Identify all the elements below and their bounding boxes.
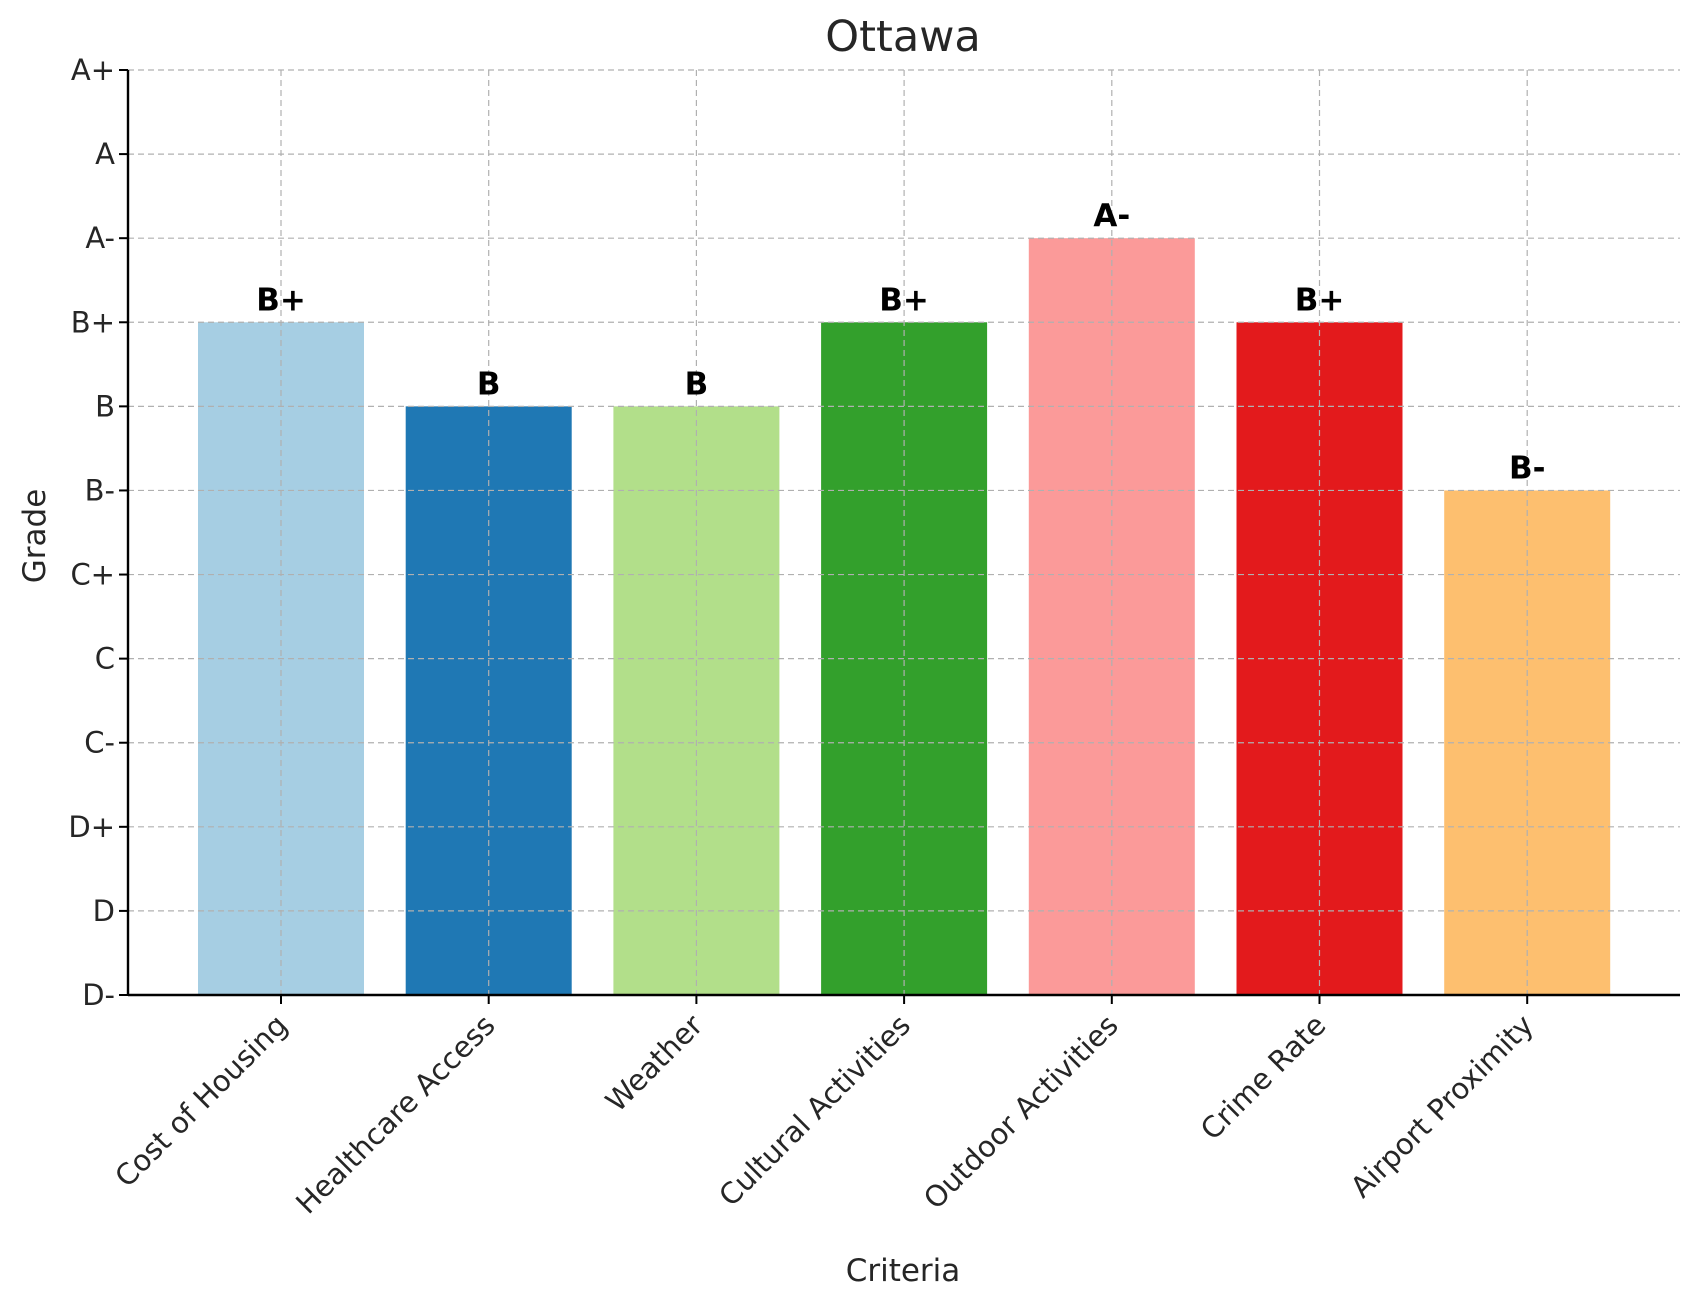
y-tick-label: A+ [71, 53, 115, 87]
y-tick-label: D- [82, 978, 115, 1012]
bar-value-label: B+ [256, 282, 306, 318]
x-tick-label: Cost of Housing [108, 1008, 294, 1194]
y-tick-label: A- [85, 221, 115, 255]
x-tick-label: Cultural Activities [712, 1008, 917, 1213]
y-tick-label: B [95, 389, 115, 423]
x-tick-label: Crime Rate [1194, 1008, 1333, 1147]
x-gridlines [280, 70, 1528, 995]
y-axis-title: Grade [17, 489, 53, 584]
bar-value-label: B [685, 366, 709, 402]
y-tick-label: D+ [68, 810, 115, 844]
bar-value-label: B- [1509, 450, 1546, 486]
bar-value-label: B [477, 366, 501, 402]
y-tick-label: B- [85, 473, 115, 507]
bar-value-label: A- [1093, 198, 1130, 234]
bar-value-labels: B+ B B B+ A- B+ B- [256, 198, 1545, 486]
y-tick-label: C [95, 642, 115, 676]
y-tick-label: D [93, 894, 115, 928]
x-tick-label: Healthcare Access [289, 1008, 502, 1221]
y-tick-label: A [95, 137, 115, 171]
y-axis-ticks: D- D D+ C- C C+ B- B B+ A- A A+ [68, 53, 128, 1012]
x-tick-label: Weather [599, 1008, 709, 1118]
bar-value-label: B+ [1295, 282, 1345, 318]
chart-title: Ottawa [825, 12, 980, 62]
y-tick-label: C+ [70, 558, 115, 592]
bar-value-label: B+ [879, 282, 929, 318]
y-tick-label: C- [84, 726, 115, 760]
x-tick-label: Airport Proximity [1344, 1008, 1540, 1204]
x-tick-label: Outdoor Activities [917, 1008, 1125, 1216]
y-tick-label: B+ [71, 305, 115, 339]
x-axis-title: Criteria [846, 1253, 961, 1289]
